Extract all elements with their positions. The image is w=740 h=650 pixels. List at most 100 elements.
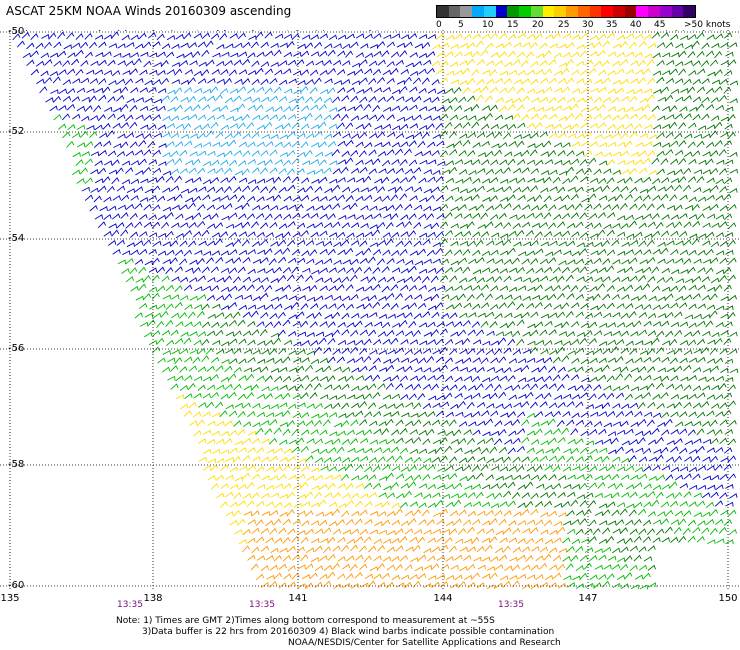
wind-barb [549, 529, 558, 535]
wind-barb [134, 240, 144, 246]
wind-barb [688, 374, 697, 381]
wind-barb [300, 481, 309, 489]
wind-barb [165, 267, 174, 275]
wind-barb [445, 87, 454, 94]
wind-barb [693, 512, 702, 517]
wind-barb [385, 418, 394, 426]
wind-barb [661, 105, 671, 111]
wind-barb [507, 481, 516, 489]
wind-barb [625, 519, 634, 526]
wind-barb [185, 267, 194, 273]
wind-barb [544, 86, 553, 93]
wind-barbs-layer [12, 30, 739, 590]
wind-barb [399, 447, 409, 455]
wind-barb [255, 519, 264, 527]
wind-barb [390, 284, 399, 292]
wind-barb [540, 313, 550, 319]
wind-barb [482, 431, 491, 437]
wind-barb [187, 95, 196, 103]
wind-barb [527, 286, 536, 292]
wind-barb [675, 421, 684, 427]
wind-barb [516, 87, 525, 94]
wind-barb [580, 430, 589, 437]
wind-barb [445, 411, 454, 418]
wind-barb [691, 203, 700, 211]
wind-barb [670, 214, 679, 220]
wind-barb [612, 403, 621, 409]
legend-swatch [472, 6, 484, 17]
wind-barb [490, 267, 499, 274]
wind-barb [472, 339, 482, 345]
wind-barb [413, 240, 422, 247]
wind-barb [616, 429, 626, 435]
wind-barb [413, 114, 422, 121]
wind-barb [584, 259, 593, 266]
wind-barb [477, 510, 486, 516]
wind-barb [475, 472, 484, 480]
wind-barb [675, 96, 684, 102]
wind-barb [567, 133, 577, 138]
wind-barb [548, 455, 558, 462]
wind-barb [450, 493, 460, 498]
wind-barb [706, 465, 715, 471]
wind-barb [520, 59, 529, 67]
wind-barb [517, 358, 527, 364]
wind-barb [498, 337, 507, 345]
wind-barb [409, 357, 419, 364]
wind-barb [453, 518, 462, 526]
wind-barb [620, 583, 630, 590]
wind-barb [126, 188, 136, 193]
wind-barb [216, 43, 225, 50]
wind-barb [579, 285, 588, 293]
wind-barb [120, 229, 129, 237]
wind-barb [255, 284, 265, 292]
wind-barb [333, 456, 342, 463]
wind-barb [315, 240, 325, 246]
wind-barb [589, 34, 599, 41]
wind-barb [282, 175, 291, 183]
wind-barb [669, 338, 678, 346]
wind-barb [512, 437, 521, 445]
wind-barb [580, 122, 589, 129]
wind-barb [90, 187, 99, 193]
wind-barb [706, 304, 716, 310]
legend-label: >50 knots [684, 20, 731, 30]
wind-barb [567, 582, 576, 588]
wind-barb [86, 125, 95, 130]
legend-swatch [495, 6, 508, 17]
wind-barb [517, 502, 526, 509]
wind-barb [354, 518, 363, 526]
wind-barb [319, 483, 328, 490]
wind-barb [547, 418, 556, 426]
wind-barb [264, 284, 273, 293]
wind-barb [472, 501, 482, 507]
wind-barb [571, 141, 581, 147]
wind-barb [643, 501, 652, 508]
wind-barb [86, 88, 95, 93]
wind-barb [598, 33, 607, 40]
wind-barb [386, 492, 396, 499]
wind-barb [351, 402, 360, 409]
wind-barb [369, 439, 378, 445]
wind-barb [247, 268, 256, 275]
wind-barb [349, 544, 359, 552]
wind-barb [535, 53, 545, 59]
wind-barb [566, 204, 575, 211]
wind-barb [265, 466, 275, 472]
wind-barb [319, 195, 328, 202]
wind-barb [531, 97, 540, 103]
wind-barb [183, 337, 192, 345]
wind-barb [593, 311, 603, 318]
wind-barb [162, 132, 171, 138]
wind-barb [310, 34, 319, 40]
wind-barb [472, 518, 481, 526]
wind-barb [197, 132, 206, 140]
wind-barb [601, 364, 610, 372]
legend-swatch [601, 6, 614, 17]
wind-barb [358, 150, 367, 158]
wind-barb [495, 258, 504, 265]
wind-barb [385, 472, 394, 480]
wind-barb [134, 202, 143, 210]
wind-barb [233, 383, 242, 391]
wind-barb [499, 501, 508, 507]
